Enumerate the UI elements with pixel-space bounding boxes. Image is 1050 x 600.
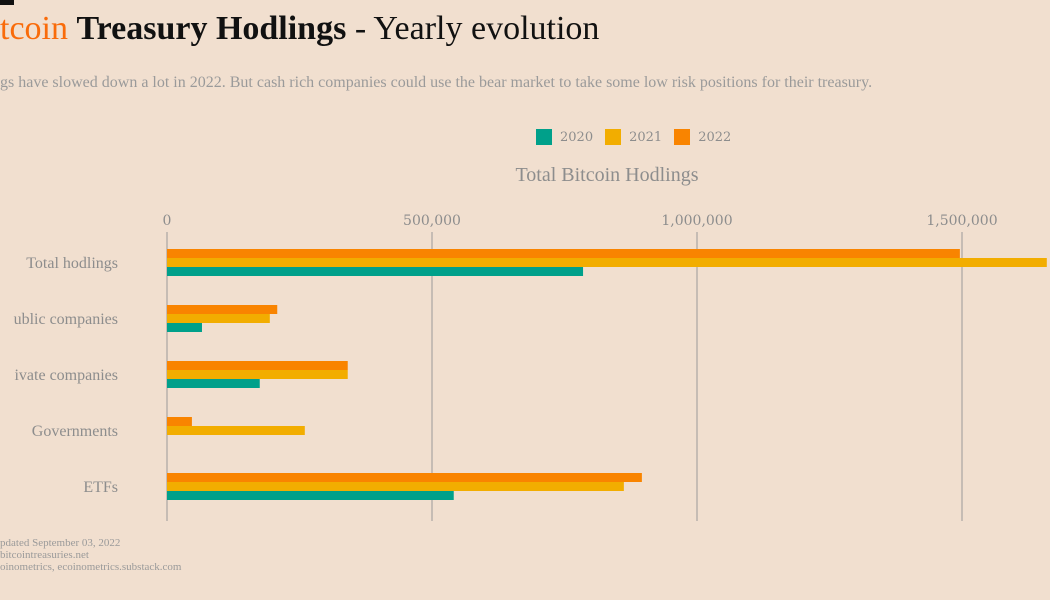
x-tick-label: 1,000,000 xyxy=(661,213,732,229)
x-tick-label: 1,500,000 xyxy=(926,213,997,229)
category-label: Governments xyxy=(32,423,118,440)
category-label: ETFs xyxy=(83,479,118,496)
legend-item-2020: 2020 xyxy=(536,129,593,145)
footer-credit: oinometrics, ecoinometrics.substack.com xyxy=(0,561,182,573)
bar-2022 xyxy=(167,417,192,426)
bar-2020 xyxy=(167,491,454,500)
bar-2020 xyxy=(167,379,260,388)
bar-2020 xyxy=(167,267,584,276)
bar-2021 xyxy=(167,426,305,435)
category-label: Total hodlings xyxy=(26,255,118,272)
category-label: ublic companies xyxy=(14,311,118,328)
bar-2021 xyxy=(167,370,348,379)
subtitle: gs have slowed down a lot in 2022. But c… xyxy=(0,74,873,91)
legend-item-2021: 2021 xyxy=(605,129,662,145)
title-highlight: tcoin xyxy=(0,10,68,47)
chart-title: Total Bitcoin Hodlings xyxy=(515,164,699,186)
legend-swatch xyxy=(674,129,691,145)
title-rest: - Yearly evolution xyxy=(346,10,600,47)
legend-label: 2021 xyxy=(629,129,663,145)
x-tick-label: 500,000 xyxy=(403,213,461,229)
bar-2021 xyxy=(167,314,270,323)
footer-updated: pdated September 03, 2022 xyxy=(0,537,121,549)
legend-item-2022: 2022 xyxy=(674,129,731,145)
title-bold: Treasury Hodlings xyxy=(76,10,347,47)
bar-2022 xyxy=(167,305,278,314)
legend-label: 2020 xyxy=(560,129,594,145)
bar-2021 xyxy=(167,482,624,491)
x-tick-label: 0 xyxy=(163,213,172,229)
legend-swatch xyxy=(605,129,622,145)
footer: pdated September 03, 2022 bitcointreasur… xyxy=(0,537,181,573)
bar-2022 xyxy=(167,473,642,482)
bar-2021 xyxy=(167,258,1047,267)
legend-label: 2022 xyxy=(698,129,732,145)
bar-2020 xyxy=(167,323,202,332)
legend-swatch xyxy=(536,129,552,145)
page-title: tcoin Treasury Hodlings - Yearly evoluti… xyxy=(0,10,599,48)
category-label: ivate companies xyxy=(14,367,118,384)
footer-source: bitcointreasuries.net xyxy=(0,549,89,561)
logo-mark xyxy=(0,0,14,5)
legend: 2020 2021 2022 xyxy=(536,129,735,145)
bar-2022 xyxy=(167,361,348,370)
bar-2022 xyxy=(167,249,960,258)
